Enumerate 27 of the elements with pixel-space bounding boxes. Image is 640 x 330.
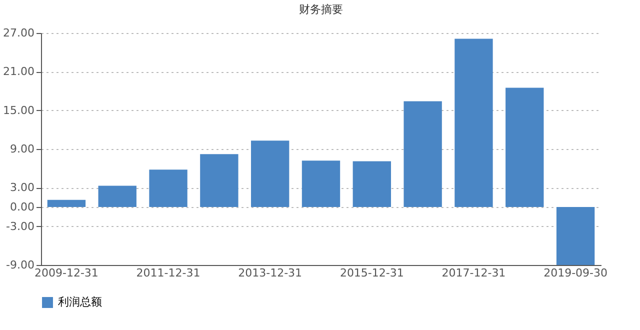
bar [98,186,136,207]
x-tick-label: 2017-12-31 [442,266,506,280]
y-tick-label: -9.00 [6,258,34,272]
x-tick-label: 2013-12-31 [238,266,302,280]
y-tick-label: 9.00 [10,142,34,156]
x-tick-label: 2011-12-31 [136,266,200,280]
x-tick-label: 2019-09-30 [544,266,608,280]
bar [454,38,493,207]
y-tick-label: 27.00 [3,26,34,40]
y-tick-label: 21.00 [3,65,34,78]
x-tick-label: 2009-12-31 [34,266,98,280]
y-tick-label: 15.00 [3,104,34,117]
bar [302,160,340,207]
bar [200,154,238,207]
legend-label: 利润总额 [58,296,102,308]
bar [251,140,290,207]
y-tick-label: -3.00 [6,220,34,233]
chart-title: 财务摘要 [299,3,343,16]
x-tick-label: 2015-12-31 [340,266,404,280]
bar [47,200,86,207]
y-tick-label: 0.00 [10,200,34,214]
bar [506,88,544,207]
bar [556,207,595,265]
bar [352,161,391,207]
bar [149,170,188,207]
y-tick-label: 3.00 [10,181,34,194]
bar [404,101,442,207]
